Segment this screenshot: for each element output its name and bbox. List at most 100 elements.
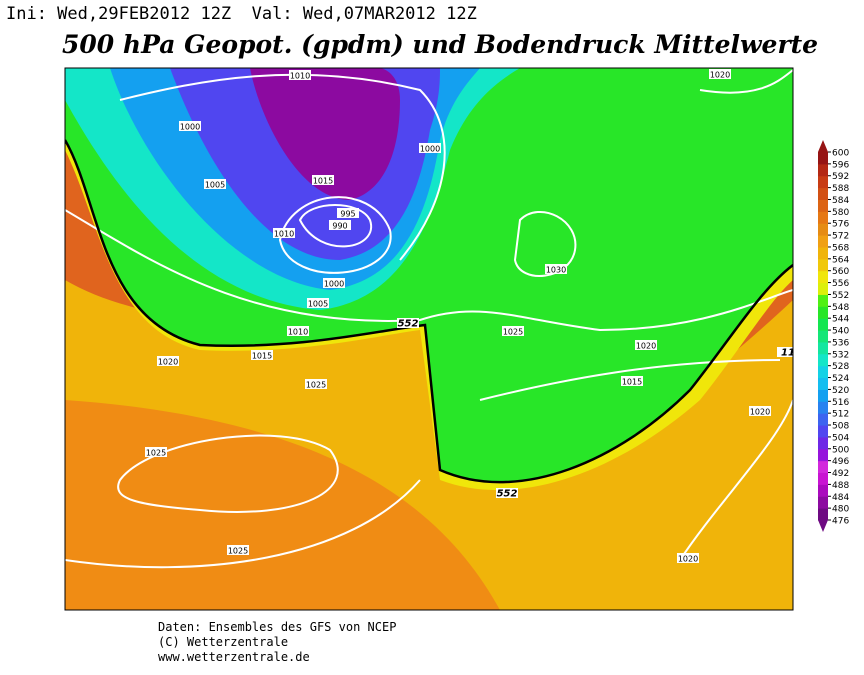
colorbar-segment bbox=[818, 306, 828, 319]
contour-label: 1015 bbox=[622, 378, 642, 387]
contour-label-bg bbox=[709, 69, 731, 79]
footer-line: Daten: Ensembles des GFS von NCEP bbox=[158, 620, 397, 634]
contour-label: 1020 bbox=[710, 71, 730, 80]
colorbar-segment bbox=[818, 401, 828, 414]
colorbar-label: 592 bbox=[832, 172, 849, 182]
contour-label: 1015 bbox=[313, 177, 333, 186]
valid-time: Val: Wed,07MAR2012 12Z bbox=[251, 4, 477, 24]
contour-label-bg bbox=[307, 298, 329, 308]
colorbar-label: 528 bbox=[832, 362, 849, 372]
colorbar-segment bbox=[818, 413, 828, 426]
contour-label: 1010 bbox=[274, 230, 294, 239]
contour-label: 1020 bbox=[750, 408, 770, 417]
contour-label-bg bbox=[545, 264, 567, 274]
init-time: Ini: Wed,29FEB2012 12Z bbox=[6, 4, 232, 24]
colorbar-segment bbox=[818, 496, 828, 509]
footer-line: www.wetterzentrale.de bbox=[158, 650, 310, 664]
colorbar-label: 516 bbox=[832, 398, 849, 408]
colorbar-label: 492 bbox=[832, 469, 849, 479]
colorbar-label: 560 bbox=[832, 267, 849, 277]
colorbar-segment bbox=[818, 294, 828, 307]
contour-label: 1025 bbox=[503, 328, 523, 337]
colorbar-label: 488 bbox=[832, 481, 849, 491]
contour-label-bg bbox=[289, 70, 311, 80]
colorbar-segment bbox=[818, 508, 828, 521]
contour-label: 1000 bbox=[420, 145, 440, 154]
contour-label: 552 bbox=[497, 489, 518, 500]
colorbar-label: 504 bbox=[832, 433, 849, 443]
colorbar-segment bbox=[818, 282, 828, 295]
contour-label-bg bbox=[312, 175, 334, 185]
colorbar-segment bbox=[818, 353, 828, 367]
colorbar-label: 512 bbox=[832, 410, 849, 420]
colorbar-label: 480 bbox=[832, 505, 849, 515]
colorbar-label: 596 bbox=[832, 160, 849, 170]
colorbar-label: 572 bbox=[832, 232, 849, 242]
contour-label: 1025 bbox=[306, 381, 326, 390]
colorbar-label: 520 bbox=[832, 386, 849, 396]
contour-label: 1020 bbox=[636, 342, 656, 351]
colorbar-label: 576 bbox=[832, 220, 849, 230]
colorbar-label: 484 bbox=[832, 493, 849, 503]
colorbar-segment bbox=[818, 460, 828, 474]
contour-label-bg bbox=[329, 220, 351, 230]
contour-label-bg bbox=[227, 545, 249, 555]
colorbar-segment bbox=[818, 152, 828, 165]
colorbar-label: 588 bbox=[832, 184, 849, 194]
contour-label-bg bbox=[496, 488, 518, 498]
colorbar-segment bbox=[818, 425, 828, 438]
contour-label: 1020 bbox=[678, 555, 698, 564]
contour-label-bg bbox=[179, 121, 201, 131]
colorbar-segment bbox=[818, 175, 828, 189]
field: 1010 1000 1005 1015 995 990 1010 1000 1005 1010 10… bbox=[65, 68, 795, 610]
contour-label-bg bbox=[621, 376, 643, 386]
colorbar-segment bbox=[818, 341, 828, 355]
contour-label-bg bbox=[397, 318, 419, 328]
colorbar-label: 600 bbox=[832, 149, 849, 159]
colorbar-segment bbox=[818, 223, 828, 236]
contour-label-bg bbox=[157, 356, 179, 366]
colorbar-segment bbox=[818, 235, 828, 248]
map-frame bbox=[64, 67, 794, 611]
colorbar-label: 524 bbox=[832, 374, 849, 384]
contour-label-bg bbox=[273, 228, 295, 238]
colorbar-segment bbox=[818, 187, 828, 200]
contour-label: 1005 bbox=[205, 181, 225, 190]
contour-label-bg bbox=[323, 278, 345, 288]
colorbar-label: 580 bbox=[832, 208, 849, 218]
colorbar-arrow bbox=[818, 140, 828, 152]
contour-label-bg bbox=[305, 379, 327, 389]
colorbar-segment bbox=[818, 436, 828, 450]
colorbar-label: 536 bbox=[832, 338, 849, 348]
header: Ini: Wed,29FEB2012 12Z Val: Wed,07MAR201… bbox=[6, 4, 477, 24]
colorbar-label: 532 bbox=[832, 350, 849, 360]
colorbar-label: 568 bbox=[832, 243, 849, 253]
colorbar-segment bbox=[818, 472, 828, 485]
contour-label-bg bbox=[419, 143, 441, 153]
contour-label: 1025 bbox=[228, 547, 248, 556]
colorbar-segment bbox=[818, 246, 828, 260]
colorbar-arrow bbox=[818, 520, 828, 532]
contour-label: 1020 bbox=[158, 358, 178, 367]
colorbar-label: 500 bbox=[832, 445, 849, 455]
contour-label: 990 bbox=[332, 222, 347, 231]
colorbar-segment bbox=[818, 389, 828, 402]
colorbar-segment bbox=[818, 377, 828, 390]
contour-label-bg bbox=[635, 340, 657, 350]
colorbar-segment bbox=[818, 448, 828, 462]
colorbar-segment bbox=[818, 199, 828, 212]
contour-label: 11 bbox=[781, 348, 795, 359]
contour-label-bg bbox=[677, 553, 699, 563]
colorbar-segment bbox=[818, 330, 828, 343]
contour-label-bg bbox=[204, 179, 226, 189]
colorbar-label: 540 bbox=[832, 327, 849, 337]
contour-label-bg bbox=[749, 406, 771, 416]
colorbar-label: 584 bbox=[832, 196, 849, 206]
colorbar-label: 556 bbox=[832, 279, 849, 289]
colorbar-segment bbox=[818, 270, 828, 284]
contour-label: 1030 bbox=[546, 266, 566, 275]
contour-label-bg bbox=[502, 326, 524, 336]
